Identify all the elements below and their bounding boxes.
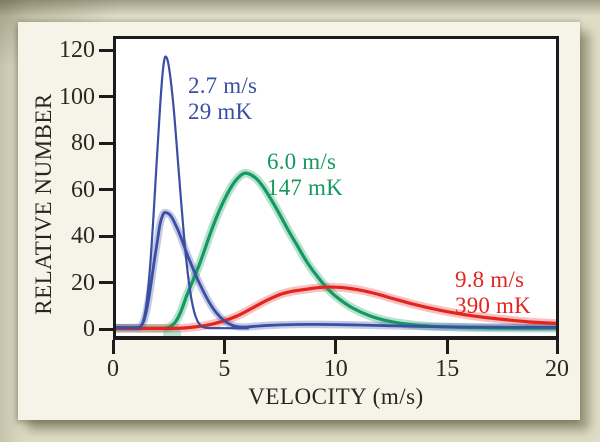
y-tick-label: 100 [59,83,95,110]
red-label-line: 9.8 m/s [455,267,525,292]
red-distribution-curve [116,285,556,331]
y-tick [99,281,114,284]
y-tick [99,141,114,145]
x-tick-label: 10 [323,356,348,382]
green-label-line: 6.0 m/s [267,149,337,174]
green-label: 6.0 m/s 147 mK [267,149,343,201]
green-label-line: 147 mK [267,175,343,200]
x-tick-label: 5 [218,356,231,382]
x-tick-label: 0 [107,356,119,382]
red-label: 9.8 m/s 390 mK [455,267,531,319]
plot-area: 2.7 m/s 29 mK 6.0 m/s 147 mK 9.8 m/s 390 mK [113,36,559,340]
y-tick-label: 40 [71,223,95,249]
y-tick [99,95,114,98]
y-tick [99,48,114,52]
blue-broad-distribution-curve [116,211,556,329]
x-tick-label: 15 [435,356,460,382]
x-tick-label: 20 [545,356,569,382]
curves-canvas [116,55,556,336]
blue-label-line: 2.7 m/s [188,73,258,98]
x-tick [111,340,115,354]
y-tick-label: 0 [83,316,95,342]
x-axis-title: VELOCITY (m/s) [248,384,424,409]
y-tick-label: 20 [71,269,95,296]
y-tick [99,188,114,191]
y-tick [99,234,114,238]
x-tick [555,340,559,354]
x-tick [222,340,226,354]
blue-label-line: 29 mK [188,99,253,124]
y-tick-label: 60 [71,176,95,203]
x-tick [334,340,338,354]
figure-panel: RELATIVE NUMBER 2.7 m/s 29 mK 6.0 m/s 147 m… [18,22,580,420]
y-tick-label: 120 [59,37,95,63]
blue-label: 2.7 m/s 29 mK [188,73,257,125]
y-tick-label: 80 [71,130,95,156]
blue-narrow-distribution-curve [116,55,250,330]
x-tick [445,340,449,354]
green-distribution-curve [116,171,556,330]
y-tick [99,327,114,331]
red-label-line: 390 mK [455,293,531,318]
